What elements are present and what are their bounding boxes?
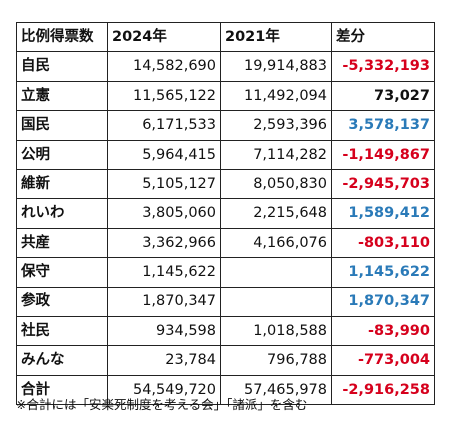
- votes-2024-cell: 3,362,966: [107, 227, 221, 259]
- party-name-cell: 国民: [16, 110, 108, 141]
- party-name-cell: 立憲: [16, 80, 108, 112]
- difference-cell: -2,945,703: [331, 168, 435, 200]
- votes-2024-cell: 3,805,060: [107, 198, 221, 229]
- party-name-cell: 自民: [16, 51, 108, 82]
- party-name-cell: みんな: [16, 345, 108, 376]
- difference-cell: 3,578,137: [331, 110, 435, 141]
- footnote: ※合計には「安楽死制度を考える会」「諸派」を含む: [16, 397, 308, 412]
- vote-table: 比例得票数 2024年 2021年 差分 自民 14,582,690 19,914,…: [16, 21, 435, 406]
- votes-2021-cell: 8,050,830: [220, 168, 332, 200]
- header-2021: 2021年: [220, 21, 332, 53]
- difference-cell: 73,027: [331, 80, 435, 112]
- table-row: 維新 5,105,127 8,050,830 -2,945,703: [16, 168, 435, 200]
- table-row: 公明 5,964,415 7,114,282 -1,149,867: [16, 139, 435, 170]
- votes-2021-cell: [220, 286, 332, 317]
- party-name-cell: 共産: [16, 227, 108, 259]
- table-row: 保守 1,145,622 1,145,622: [16, 257, 435, 288]
- votes-2024-cell: 14,582,690: [107, 51, 221, 82]
- votes-2021-cell: 1,018,588: [220, 315, 332, 347]
- votes-2021-cell: 19,914,883: [220, 51, 332, 82]
- votes-2024-cell: 5,105,127: [107, 168, 221, 200]
- table-row: 共産 3,362,966 4,166,076 -803,110: [16, 227, 435, 259]
- table-row: 国民 6,171,533 2,593,396 3,578,137: [16, 110, 435, 141]
- difference-cell: -773,004: [331, 345, 435, 376]
- header-2024: 2024年: [107, 21, 221, 53]
- votes-2024-cell: 11,565,122: [107, 80, 221, 112]
- votes-2024-cell: 1,145,622: [107, 257, 221, 288]
- votes-2024-cell: 1,870,347: [107, 286, 221, 317]
- difference-cell: 1,870,347: [331, 286, 435, 317]
- votes-2024-cell: 6,171,533: [107, 110, 221, 141]
- difference-cell: 1,589,412: [331, 198, 435, 229]
- party-name-cell: 参政: [16, 286, 108, 317]
- party-name-cell: 合計: [16, 374, 108, 406]
- table-row: 立憲 11,565,122 11,492,094 73,027: [16, 80, 435, 112]
- party-name-cell: 保守: [16, 257, 108, 288]
- difference-cell: -1,149,867: [331, 139, 435, 170]
- votes-2021-cell: 796,788: [220, 345, 332, 376]
- party-name-cell: 維新: [16, 168, 108, 200]
- table-row: 参政 1,870,347 1,870,347: [16, 286, 435, 317]
- votes-2021-cell: 4,166,076: [220, 227, 332, 259]
- header-row: 比例得票数 2024年 2021年 差分: [16, 21, 435, 53]
- table-row: 社民 934,598 1,018,588 -83,990: [16, 315, 435, 347]
- difference-cell: -2,916,258: [331, 374, 435, 406]
- table-row: 合計 54,549,720 57,465,978 -2,916,258: [16, 374, 435, 406]
- votes-2024-cell: 5,964,415: [107, 139, 221, 170]
- party-name-cell: 社民: [16, 315, 108, 347]
- votes-2024-cell: 934,598: [107, 315, 221, 347]
- votes-2021-cell: 2,215,648: [220, 198, 332, 229]
- votes-2021-cell: 2,593,396: [220, 110, 332, 141]
- difference-cell: -83,990: [331, 315, 435, 347]
- votes-2024-cell: 54,549,720: [107, 374, 221, 406]
- votes-2021-cell: 11,492,094: [220, 80, 332, 112]
- votes-2021-cell: [220, 257, 332, 288]
- difference-cell: 1,145,622: [331, 257, 435, 288]
- header-diff: 差分: [331, 21, 435, 53]
- table-row: 自民 14,582,690 19,914,883 -5,332,193: [16, 51, 435, 82]
- votes-2024-cell: 23,784: [107, 345, 221, 376]
- party-name-cell: れいわ: [16, 198, 108, 229]
- difference-cell: -5,332,193: [331, 51, 435, 82]
- table-row: れいわ 3,805,060 2,215,648 1,589,412: [16, 198, 435, 229]
- header-party: 比例得票数: [16, 21, 108, 53]
- votes-2021-cell: 7,114,282: [220, 139, 332, 170]
- party-name-cell: 公明: [16, 139, 108, 170]
- difference-cell: -803,110: [331, 227, 435, 259]
- table-row: みんな 23,784 796,788 -773,004: [16, 345, 435, 376]
- table-body: 自民 14,582,690 19,914,883 -5,332,193 立憲 11,565…: [16, 51, 435, 406]
